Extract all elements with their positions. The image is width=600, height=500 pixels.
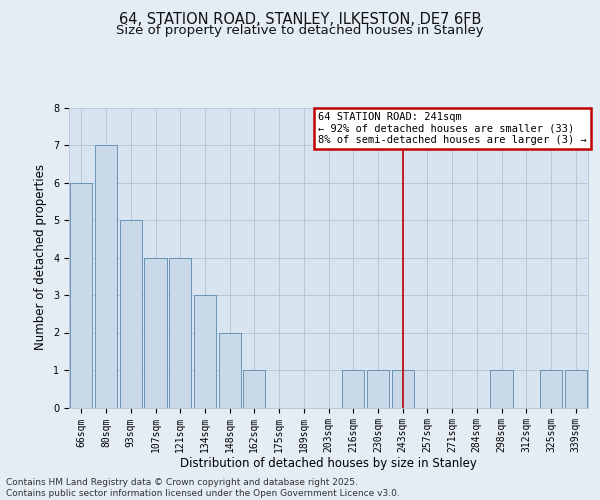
Text: Size of property relative to detached houses in Stanley: Size of property relative to detached ho… (116, 24, 484, 37)
Bar (95, 145, 117, 407)
Bar (540, 370, 562, 408)
Text: Contains HM Land Registry data © Crown copyright and database right 2025.
Contai: Contains HM Land Registry data © Crown c… (6, 478, 400, 498)
Bar (367, 370, 389, 408)
Bar (342, 370, 364, 408)
Bar (119, 220, 142, 408)
Bar (169, 258, 191, 408)
X-axis label: Distribution of detached houses by size in Stanley: Distribution of detached houses by size … (180, 456, 477, 469)
Text: 64, STATION ROAD, STANLEY, ILKESTON, DE7 6FB: 64, STATION ROAD, STANLEY, ILKESTON, DE7… (119, 12, 481, 28)
Text: 64 STATION ROAD: 241sqm
← 92% of detached houses are smaller (33)
8% of semi-det: 64 STATION ROAD: 241sqm ← 92% of detache… (318, 112, 587, 145)
Y-axis label: Number of detached properties: Number of detached properties (34, 164, 47, 350)
Bar (392, 370, 414, 408)
Bar (490, 370, 512, 408)
Bar (70, 182, 92, 408)
Bar (145, 258, 167, 408)
Bar (565, 370, 587, 408)
Bar (218, 332, 241, 407)
Bar (243, 370, 265, 408)
Bar (194, 295, 216, 408)
